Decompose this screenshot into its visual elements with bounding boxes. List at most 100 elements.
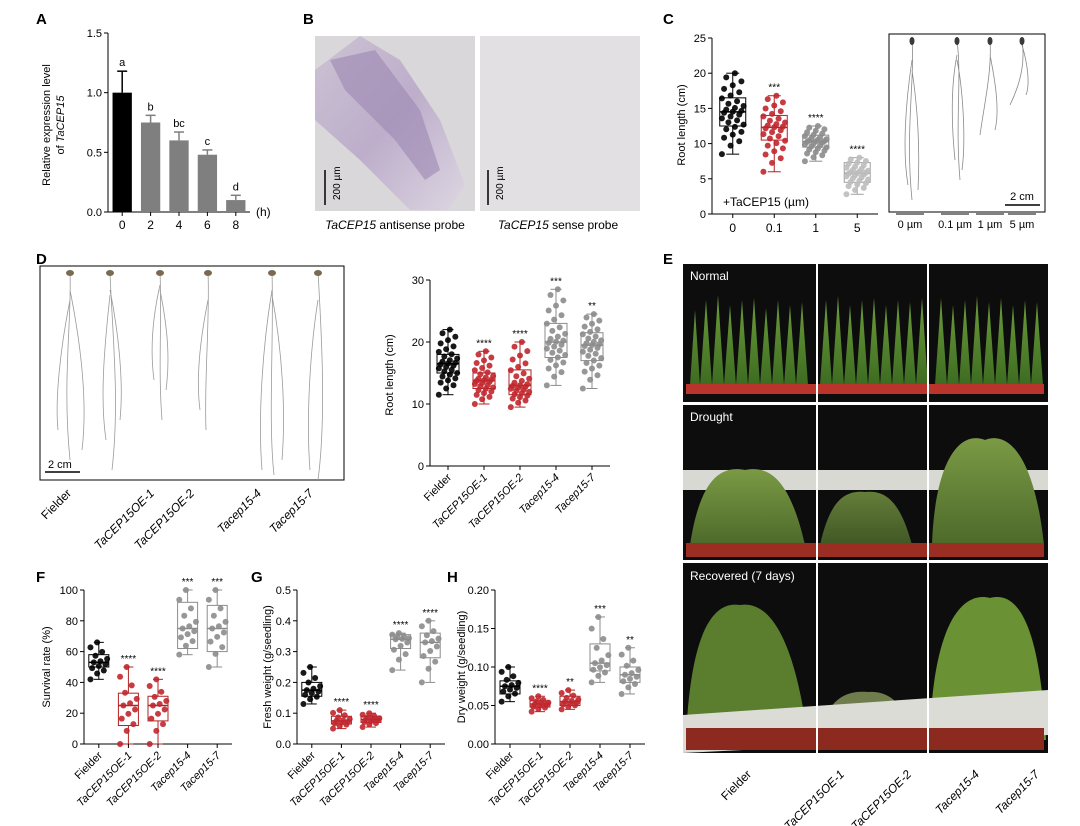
photo-label: Fielder [38,486,74,522]
data-point [153,676,160,683]
y-tick-label: 1.5 [87,28,102,40]
data-point [92,652,99,659]
data-point [779,99,786,106]
significance-label: **** [121,654,137,665]
data-point [549,349,556,356]
data-point [760,113,767,120]
data-point [766,135,773,142]
data-point [176,651,183,658]
panel-letter: H [447,569,458,586]
boxplot: *** [760,83,789,175]
row-label: Normal [690,269,729,283]
y-tick-label: 0.0 [276,739,291,751]
data-point [738,78,745,85]
boxplot: **** [389,620,412,674]
data-point [628,670,635,677]
data-point [94,639,101,646]
panel-letter: G [251,569,263,586]
data-point [738,107,745,114]
data-point [727,113,734,120]
boxplot: *** [588,604,612,686]
data-point [725,100,732,107]
data-point [588,625,595,632]
data-point [146,741,153,747]
data-point [513,373,520,380]
y-axis-label: Fresh weight (g/seedling) [262,605,274,729]
data-point [721,134,728,141]
seedling-shoots [66,270,322,276]
data-point [625,644,632,651]
data-point [630,657,637,664]
data-point [418,679,425,686]
y-tick-label: 100 [60,585,78,597]
data-point [315,688,322,695]
x-tick-labels: 0 2 4 6 8 [119,218,240,232]
column-label: Tacep15-4 [932,767,982,817]
scale-bar-label: 200 µm [332,166,343,200]
data-point [777,155,784,162]
column-labels: Fielder TaCEP15OE-1 TaCEP15OE-2 Tacep15-4 Ta… [718,766,1043,826]
data-point [821,126,828,133]
significance-label: d [233,181,239,193]
data-point [575,696,582,703]
x-tick-label: Fielder [422,471,454,503]
data-point [307,664,314,670]
data-point [804,129,811,136]
boxplot: ** [579,301,605,392]
x-tick-label: 4 [176,218,183,232]
significance-label: b [148,101,154,113]
data-point [128,682,135,689]
significance-label: **** [393,620,409,631]
data-point [400,633,407,640]
data-point [130,721,137,728]
data-point [508,682,515,689]
data-point [520,370,527,377]
data-point [390,646,397,653]
data-point [585,335,592,342]
row-label: Drought [690,410,733,424]
data-point [395,656,402,663]
data-point [209,625,216,632]
box [419,632,441,659]
data-point [104,655,111,662]
treatment-label: +TaCEP15 (µm) [723,195,809,209]
data-point [439,358,446,365]
data-point [723,106,730,113]
data-point [473,391,480,398]
data-point [771,102,778,109]
y-tick-label: 20 [412,337,424,349]
data-point [581,368,588,375]
photo-label: 1 µm [978,219,1003,231]
data-point [734,98,741,105]
data-point [189,638,196,645]
data-point [512,690,518,697]
antisense-caption: TaCEP15 antisense probe [325,218,465,232]
data-point [738,128,745,135]
significance-label: **** [849,145,865,156]
data-point [736,138,743,145]
data-point [498,668,505,675]
data-point [782,137,789,144]
data-point [775,115,782,122]
data-point [560,297,567,304]
y-tick-label: 0.15 [468,624,489,636]
data-point [420,652,427,659]
boxplot: **** [528,683,552,715]
y-tick-label: 0.3 [276,647,291,659]
significance-label: **** [512,329,528,340]
data-point [148,715,155,722]
seedling-photo [39,265,345,481]
data-point [583,314,590,321]
x-tick-labels: FielderTaCEP15OE-1TaCEP15OE-2Tacep15-4Ta… [422,471,599,531]
data-point [341,712,348,719]
significance-label: *** [182,577,194,588]
data-point [632,680,638,687]
data-point [132,706,139,713]
data-point [562,352,569,359]
boxplot: **** [471,338,497,407]
box [147,695,169,722]
data-point [490,372,497,379]
data-point [425,665,432,672]
panel-b: B 200 µm 200 µm TaCEP15 antisense probe … [303,11,640,232]
